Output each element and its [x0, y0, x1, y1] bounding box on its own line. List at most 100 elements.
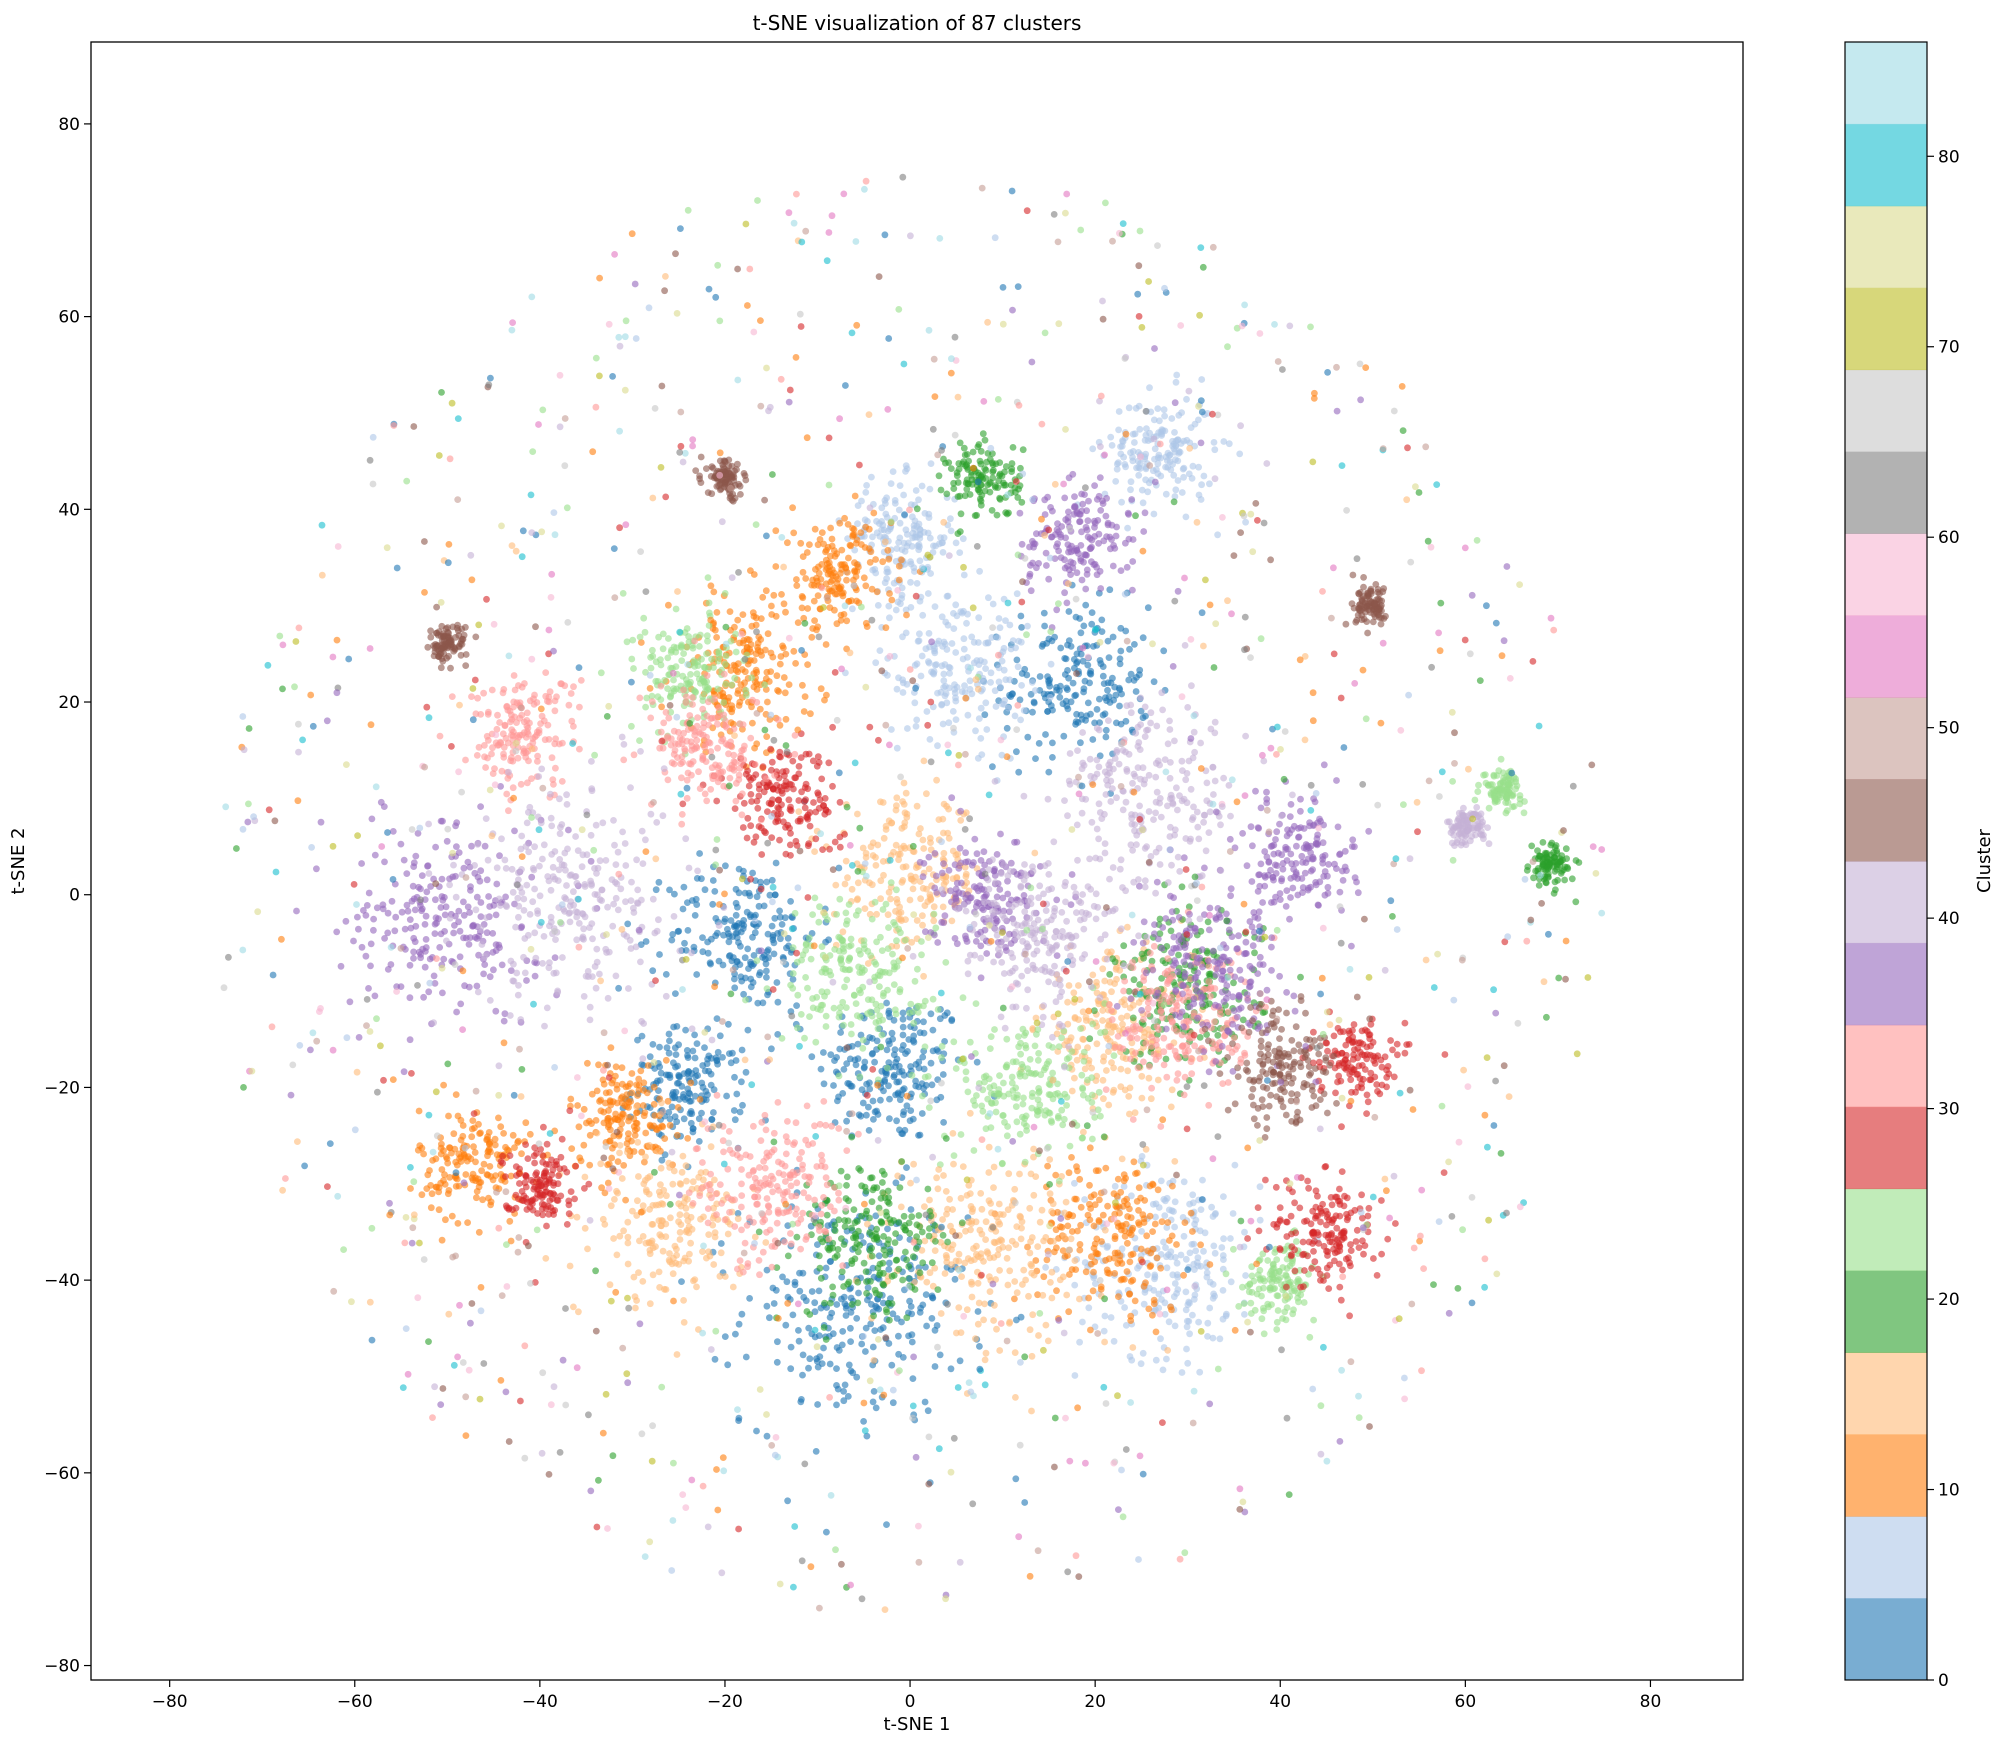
scatter-point	[768, 876, 776, 884]
scatter-point	[1066, 1142, 1074, 1150]
scatter-point	[1166, 1237, 1173, 1244]
scatter-point	[1024, 1243, 1031, 1251]
scatter-point	[847, 1324, 854, 1332]
cluster-16-points	[542, 1103, 770, 1358]
scatter-point	[1131, 641, 1138, 648]
scatter-point	[1168, 1086, 1176, 1094]
scatter-point	[1005, 509, 1012, 517]
scatter-point	[900, 800, 908, 808]
scatter-point	[1139, 499, 1147, 507]
scatter-point	[1156, 915, 1164, 923]
cluster-9-points	[407, 1081, 559, 1245]
scatter-point	[1051, 633, 1058, 641]
scatter-point	[880, 526, 888, 534]
scatter-point	[902, 789, 910, 797]
scatter-point	[862, 854, 870, 861]
scatter-point	[1018, 1218, 1026, 1226]
scatter-point	[826, 604, 834, 611]
scatter-point	[624, 1148, 631, 1156]
scatter-point	[1082, 1017, 1090, 1024]
scatter-point	[781, 689, 789, 697]
scatter-point	[869, 1035, 876, 1042]
scatter-point	[986, 480, 993, 487]
scatter-point	[719, 689, 727, 697]
scatter-point	[628, 1070, 636, 1077]
scatter-point	[1306, 1333, 1314, 1341]
scatter-point	[1037, 1071, 1045, 1079]
scatter-point	[791, 909, 799, 917]
scatter-point	[930, 917, 938, 925]
scatter-point	[917, 895, 924, 903]
scatter-point	[943, 699, 951, 707]
scatter-point	[804, 984, 811, 992]
scatter-point	[707, 1081, 715, 1089]
scatter-point	[1535, 882, 1543, 889]
scatter-point	[708, 1115, 716, 1123]
scatter-point	[1164, 1219, 1172, 1226]
scatter-point	[514, 1139, 521, 1146]
scatter-point	[734, 687, 742, 694]
scatter-point	[985, 594, 992, 602]
scatter-point	[518, 1150, 525, 1158]
scatter-point	[438, 1166, 446, 1173]
scatter-point	[1080, 622, 1088, 630]
scatter-point	[763, 1302, 771, 1310]
scatter-point	[1520, 809, 1528, 817]
scatter-point	[806, 541, 813, 548]
scatter-point	[1053, 1030, 1061, 1038]
scatter-point	[818, 943, 826, 950]
scatter-point	[925, 865, 933, 873]
scatter-point	[642, 1129, 650, 1137]
scatter-point	[858, 969, 866, 976]
scatter-point	[954, 530, 962, 537]
scatter-point	[646, 1300, 654, 1308]
scatter-point	[753, 957, 761, 964]
scatter-point	[1124, 923, 1131, 931]
scatter-point	[1077, 1221, 1084, 1229]
scatter-point	[804, 661, 811, 668]
scatter-point	[996, 494, 1003, 502]
scatter-point	[858, 1212, 865, 1220]
scatter-point	[1088, 1099, 1096, 1106]
scatter-point	[682, 1026, 689, 1034]
scatter-point	[784, 934, 792, 942]
scatter-point	[1125, 676, 1133, 684]
scatter-point	[1247, 1299, 1255, 1307]
scatter-point	[833, 1301, 841, 1308]
scatter-point	[939, 1071, 947, 1078]
scatter-point	[1155, 429, 1162, 436]
scatter-point	[477, 1129, 484, 1137]
scatter-point	[1189, 462, 1197, 470]
scatter-point	[820, 1080, 828, 1088]
scatter-point	[1068, 1154, 1075, 1161]
scatter-point	[858, 1340, 866, 1348]
scatter-point	[750, 952, 758, 959]
scatter-point	[598, 1184, 605, 1192]
scatter-point	[679, 672, 687, 680]
scatter-point	[641, 1109, 649, 1116]
scatter-point	[1070, 656, 1078, 663]
scatter-point	[685, 1257, 692, 1265]
scatter-point	[862, 489, 870, 496]
scatter-point	[1035, 1332, 1042, 1339]
scatter-point	[1004, 1206, 1012, 1214]
scatter-point	[902, 1248, 909, 1256]
scatter-point	[1129, 1250, 1137, 1258]
scatter-point	[1021, 1158, 1029, 1166]
scatter-point	[903, 611, 910, 619]
scatter-point	[1151, 1271, 1159, 1279]
scatter-point	[1099, 1076, 1107, 1084]
scatter-point	[1192, 1247, 1200, 1255]
scatter-point	[1047, 660, 1055, 668]
scatter-point	[1162, 490, 1170, 498]
scatter-point	[816, 536, 824, 543]
scatter-point	[663, 1192, 670, 1200]
scatter-point	[1142, 431, 1150, 439]
scatter-point	[896, 482, 904, 489]
scatter-point	[848, 1030, 855, 1038]
scatter-point	[1028, 1234, 1036, 1241]
scatter-point	[981, 658, 988, 666]
scatter-point	[1095, 1088, 1103, 1096]
scatter-point	[1071, 1074, 1078, 1082]
scatter-point	[581, 1224, 589, 1232]
